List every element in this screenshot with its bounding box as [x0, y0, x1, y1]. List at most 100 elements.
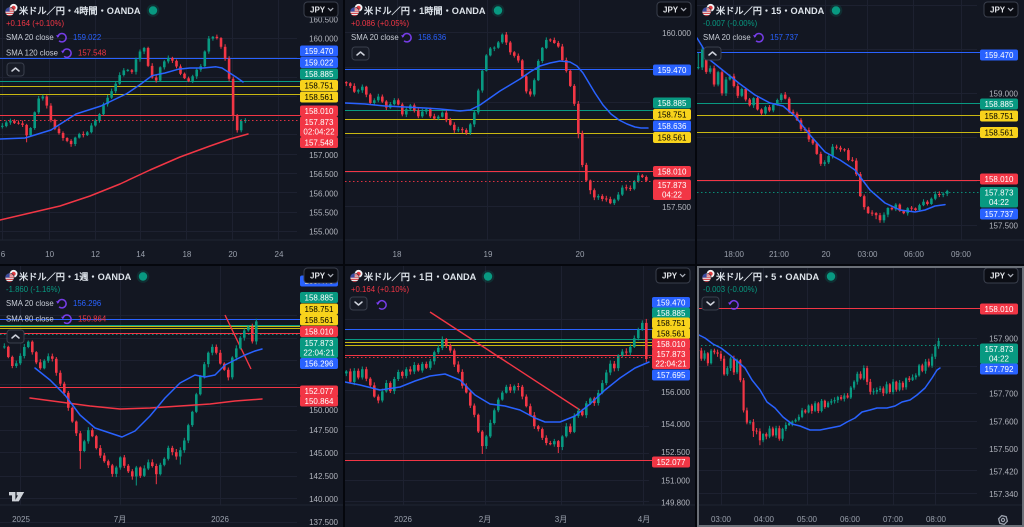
svg-text:SMA 80 close: SMA 80 close	[6, 315, 54, 324]
svg-text:157.548: 157.548	[78, 49, 106, 58]
svg-text:157.695: 157.695	[657, 371, 686, 380]
svg-text:157.873: 157.873	[985, 189, 1014, 198]
svg-text:20: 20	[822, 250, 831, 259]
svg-text:158.885: 158.885	[657, 309, 686, 318]
svg-text:158.010: 158.010	[985, 175, 1014, 184]
svg-text:158.885: 158.885	[305, 70, 334, 79]
svg-text:158.561: 158.561	[657, 330, 686, 339]
svg-text:02:04:22: 02:04:22	[303, 128, 335, 137]
svg-text:JPY: JPY	[662, 272, 678, 281]
svg-text:6: 6	[1, 250, 6, 259]
svg-text:18: 18	[393, 250, 402, 259]
svg-text:09:00: 09:00	[951, 250, 972, 259]
svg-text:158.885: 158.885	[985, 100, 1014, 109]
svg-text:157.600: 157.600	[989, 418, 1018, 427]
svg-text:JPY: JPY	[990, 272, 1006, 281]
svg-text:157.420: 157.420	[989, 468, 1018, 477]
svg-text:158.010: 158.010	[305, 328, 334, 337]
svg-text:米ドル／円・15・OANDA: 米ドル／円・15・OANDA	[715, 5, 825, 16]
svg-text:151.000: 151.000	[661, 477, 690, 486]
svg-text:157.873: 157.873	[658, 181, 687, 190]
svg-text:159.000: 159.000	[989, 90, 1018, 99]
svg-text:157.548: 157.548	[305, 139, 334, 148]
svg-text:158.010: 158.010	[658, 168, 687, 177]
svg-text:-0.003 (-0.00%): -0.003 (-0.00%)	[703, 285, 758, 294]
svg-text:149.800: 149.800	[661, 499, 690, 508]
svg-text:152.077: 152.077	[657, 458, 686, 467]
svg-text:20: 20	[576, 250, 585, 259]
svg-text:154.000: 154.000	[661, 420, 690, 429]
svg-text:157.873: 157.873	[305, 118, 334, 127]
svg-text:155.500: 155.500	[309, 209, 338, 218]
svg-text:157.700: 157.700	[989, 390, 1018, 399]
svg-text:156.000: 156.000	[309, 190, 338, 199]
svg-text:159.470: 159.470	[305, 47, 334, 56]
svg-text:140.000: 140.000	[309, 495, 338, 504]
svg-text:150.000: 150.000	[309, 406, 338, 415]
svg-text:157.873: 157.873	[657, 350, 686, 359]
svg-text:157.737: 157.737	[770, 33, 798, 42]
svg-text:2月: 2月	[479, 515, 491, 524]
svg-text:米ドル／円・4時間・OANDA: 米ドル／円・4時間・OANDA	[18, 5, 141, 16]
svg-text:160.000: 160.000	[662, 29, 691, 38]
svg-text:20: 20	[228, 250, 237, 259]
svg-text:142.500: 142.500	[309, 472, 338, 481]
svg-text:157.900: 157.900	[989, 335, 1018, 344]
svg-text:SMA 20 close: SMA 20 close	[703, 33, 751, 42]
svg-text:157.500: 157.500	[662, 203, 691, 212]
svg-text:158.010: 158.010	[657, 340, 686, 349]
svg-text:JPY: JPY	[663, 6, 679, 15]
svg-text:158.751: 158.751	[305, 305, 334, 314]
svg-text:JPY: JPY	[990, 6, 1006, 15]
svg-text:157.873: 157.873	[985, 345, 1014, 354]
svg-text:150.864: 150.864	[78, 315, 107, 324]
svg-text:+0.164 (+0.10%): +0.164 (+0.10%)	[351, 285, 409, 294]
svg-text:-0.007 (-0.00%): -0.007 (-0.00%)	[703, 19, 758, 28]
svg-text:米ドル／円・1日・OANDA: 米ドル／円・1日・OANDA	[363, 271, 477, 282]
svg-text:24: 24	[275, 250, 284, 259]
svg-text:157.000: 157.000	[309, 151, 338, 160]
svg-text:JPY: JPY	[310, 6, 326, 15]
svg-text:06:00: 06:00	[840, 515, 861, 524]
svg-text:05:00: 05:00	[797, 515, 818, 524]
svg-text:145.000: 145.000	[309, 449, 338, 458]
svg-text:12: 12	[91, 250, 100, 259]
svg-text:03:00: 03:00	[857, 250, 878, 259]
svg-text:137.500: 137.500	[309, 518, 338, 527]
svg-text:2026: 2026	[211, 515, 229, 524]
svg-text:-1.860 (-1.16%): -1.860 (-1.16%)	[6, 285, 61, 294]
svg-text:156.296: 156.296	[73, 299, 101, 308]
svg-text:158.561: 158.561	[305, 316, 334, 325]
svg-text:157.792: 157.792	[985, 365, 1014, 374]
svg-text:03:00: 03:00	[711, 515, 732, 524]
svg-text:7月: 7月	[114, 515, 126, 524]
svg-text:159.470: 159.470	[657, 299, 686, 308]
svg-text:JPY: JPY	[310, 272, 326, 281]
svg-text:157.737: 157.737	[985, 210, 1014, 219]
svg-text:150.864: 150.864	[305, 397, 334, 406]
svg-text:07:00: 07:00	[883, 515, 904, 524]
svg-text:158.636: 158.636	[658, 122, 687, 131]
svg-text:158.751: 158.751	[985, 112, 1014, 121]
svg-text:158.751: 158.751	[657, 319, 686, 328]
svg-text:158.636: 158.636	[418, 33, 446, 42]
svg-text:152.077: 152.077	[305, 387, 334, 396]
svg-text:147.500: 147.500	[309, 426, 338, 435]
svg-text:158.885: 158.885	[305, 294, 334, 303]
svg-text:18: 18	[182, 250, 191, 259]
svg-text:152.500: 152.500	[661, 448, 690, 457]
svg-text:4月: 4月	[638, 515, 650, 524]
svg-text:2026: 2026	[394, 515, 412, 524]
svg-text:158.010: 158.010	[985, 305, 1014, 314]
svg-text:158.561: 158.561	[985, 129, 1014, 138]
svg-text:SMA 20 close: SMA 20 close	[6, 299, 54, 308]
svg-text:157.340: 157.340	[989, 490, 1018, 499]
svg-text:04:22: 04:22	[989, 198, 1010, 207]
svg-text:155.000: 155.000	[309, 228, 338, 237]
svg-text:22:04:21: 22:04:21	[303, 349, 335, 358]
svg-text:10: 10	[45, 250, 54, 259]
svg-text:159.022: 159.022	[73, 33, 101, 42]
svg-text:SMA 20 close: SMA 20 close	[351, 33, 399, 42]
svg-text:159.022: 159.022	[305, 59, 334, 68]
svg-text:14: 14	[136, 250, 145, 259]
